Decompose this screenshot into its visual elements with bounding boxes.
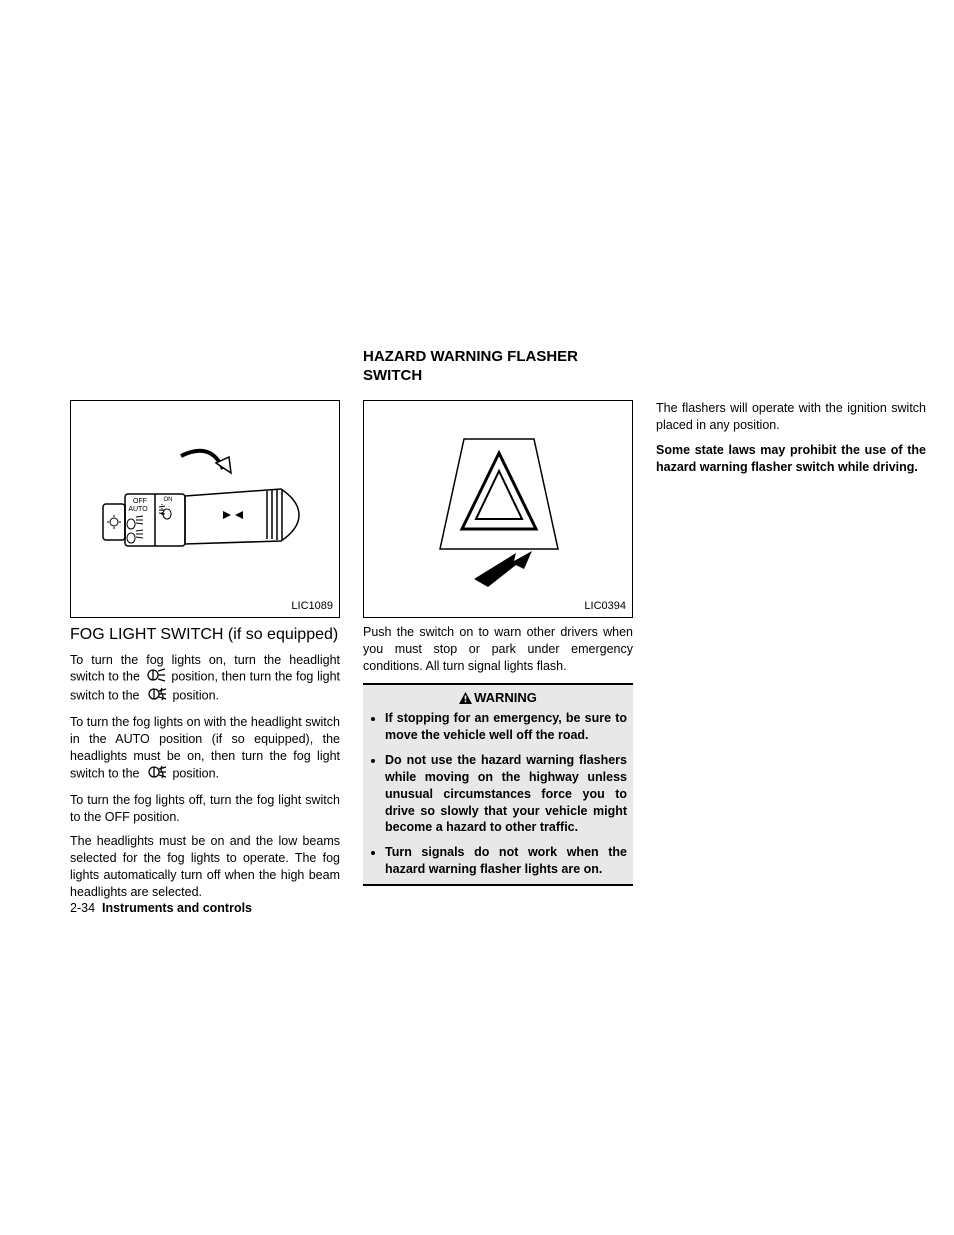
hazard-intro: Push the switch on to warn other drivers… xyxy=(363,624,633,675)
fog-p3: To turn the fog lights off, turn the fog… xyxy=(70,792,340,826)
fog-p4: The headlights must be on and the low be… xyxy=(70,833,340,901)
fog-subheading: FOG LIGHT SWITCH (if so equipped) xyxy=(70,624,340,646)
warning-list: If stopping for an emergency, be sure to… xyxy=(369,710,627,878)
svg-text:ON: ON xyxy=(164,497,173,503)
warning-box: WARNING If stopping for an emergency, be… xyxy=(363,683,633,886)
warning-item: Do not use the hazard warning flashers w… xyxy=(385,752,627,836)
hazard-switch-diagram-icon xyxy=(364,401,634,619)
svg-text:OFF: OFF xyxy=(133,498,147,505)
fog-p2: To turn the fog lights on with the headl… xyxy=(70,714,340,784)
figure-hazard-switch: LIC0394 xyxy=(363,400,633,618)
warning-label: WARNING xyxy=(474,690,537,705)
page-number: 2-34 xyxy=(70,901,95,915)
figure-label: LIC0394 xyxy=(584,599,626,614)
figure-label: LIC1089 xyxy=(291,599,333,614)
col3-p1: The flashers will operate with the ignit… xyxy=(656,400,926,434)
warning-heading: WARNING xyxy=(369,689,627,707)
warning-triangle-icon xyxy=(459,692,472,704)
section-title: HAZARD WARNING FLASHER SWITCH xyxy=(363,348,633,392)
fog-p2-b: position. xyxy=(172,767,219,781)
figure-fog-switch: OFF AUTO ON xyxy=(70,400,340,618)
svg-text:AUTO: AUTO xyxy=(128,506,148,513)
section-title-text: HAZARD WARNING FLASHER SWITCH xyxy=(363,348,633,386)
foglamp-icon xyxy=(145,687,167,706)
column-right: The flashers will operate with the ignit… xyxy=(656,400,926,484)
headlamp-icon xyxy=(146,668,166,687)
col3-p2: Some state laws may prohibit the use of … xyxy=(656,442,926,476)
column-left: OFF AUTO ON xyxy=(70,400,340,909)
chapter-name: Instruments and controls xyxy=(102,901,252,915)
page-footer: 2-34 Instruments and controls xyxy=(70,901,252,915)
fog-switch-diagram-icon: OFF AUTO ON xyxy=(71,401,341,619)
warning-item: Turn signals do not work when the hazard… xyxy=(385,844,627,878)
warning-item: If stopping for an emergency, be sure to… xyxy=(385,710,627,744)
fog-p1-c: position. xyxy=(172,689,219,703)
foglamp-icon xyxy=(145,765,167,784)
fog-p1: To turn the fog lights on, turn the head… xyxy=(70,652,340,707)
column-middle: LIC0394 Push the switch on to warn other… xyxy=(363,400,633,886)
